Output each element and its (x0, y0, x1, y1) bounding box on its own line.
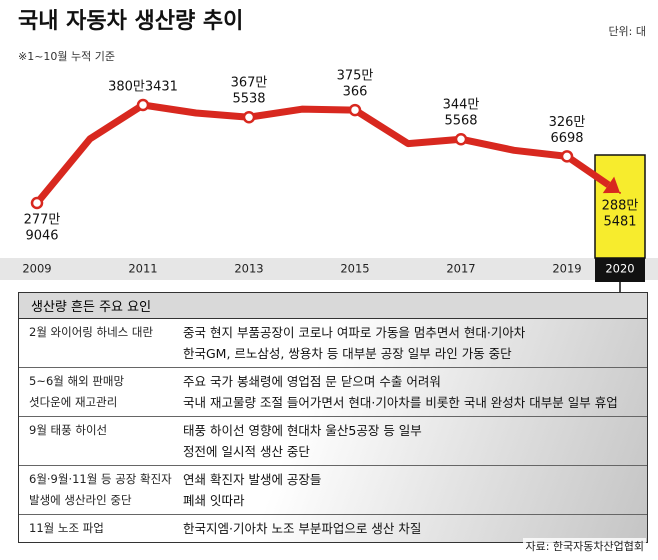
chart-title: 국내 자동차 생산량 추이 (18, 9, 243, 34)
x-tick-label: 2013 (234, 262, 263, 276)
source: 자료: 한국자동차산업협회 (523, 538, 646, 554)
effect-text: 태풍 하이선 영향에 현대차 울산5공장 등 일부 (183, 423, 422, 438)
effect-text: 한국GM, 르노삼성, 쌍용차 등 대부분 공장 일부 라인 가동 중단 (183, 346, 512, 361)
value-label: 5568 (444, 114, 477, 129)
cause-text: 6월·9월·11월 등 공장 확진자 (29, 472, 172, 486)
cause-text: 9월 태풍 하이선 (29, 423, 108, 437)
value-label: 344만 (443, 98, 480, 113)
table-row: 11월 노조 파업 한국지엠·기아차 노조 부분파업으로 생산 차질 (19, 515, 647, 542)
line (34, 101, 611, 206)
table-row: 5~6월 해외 판매망 셧다운에 재고관리 주요 국가 봉쇄령에 영업점 문 닫으며… (19, 368, 647, 417)
chart: 국내 자동차 생산량 추이 단위: 대 ※1~10월 누적 기준 277만904… (0, 9, 658, 292)
value-label: 366 (343, 85, 368, 100)
vertex (407, 142, 409, 145)
value-label: 9046 (25, 229, 58, 244)
cause-text: 2월 와이어링 하네스 대란 (29, 325, 154, 339)
x-tick-label: 2015 (340, 262, 369, 276)
x-tick-label: 2017 (446, 262, 475, 276)
value-label: 367만 (231, 76, 268, 91)
x-tick-label: 2009 (22, 262, 51, 276)
effect-text: 정전에 일시적 생산 중단 (183, 444, 310, 459)
vertex (513, 149, 515, 152)
highlight-box (594, 154, 646, 259)
note: ※1~10월 누적 기준 (18, 50, 115, 63)
table-title: 생산량 흔든 주요 요인 (19, 293, 647, 319)
factor-table: 생산량 흔든 주요 요인 2월 와이어링 하네스 대란 중국 현지 부품공장이 코… (18, 292, 648, 543)
effect-text: 국내 재고물량 조절 들어가면서 현대·기아차를 비롯한 국내 완성차 대부분 … (183, 395, 618, 410)
marker (30, 196, 44, 210)
cause-cell: 11월 노조 파업 (19, 518, 171, 539)
effect-text: 폐쇄 잇따라 (183, 493, 245, 508)
marker (136, 98, 150, 112)
effect-text: 주요 국가 봉쇄령에 영업점 문 닫으며 수출 어려워 (183, 374, 441, 389)
table-row: 2월 와이어링 하네스 대란 중국 현지 부품공장이 코로나 여파로 가동을 멈추… (19, 319, 647, 368)
x-tick-label: 2019 (552, 262, 581, 276)
x-axis-band (0, 258, 658, 280)
vertex (301, 108, 303, 111)
table-row: 6월·9월·11월 등 공장 확진자 발생에 생산라인 중단 연쇄 확진자 발생에 … (19, 466, 647, 515)
value-label: 6698 (550, 131, 583, 146)
x-tick-label: 2020 (605, 262, 634, 276)
cause-text: 5~6월 해외 판매망 (29, 374, 125, 388)
effect-text: 연쇄 확진자 발생에 공장들 (183, 472, 322, 487)
cause-text: 발생에 생산라인 중단 (29, 493, 132, 507)
value-label: 5481 (603, 214, 636, 229)
unit: 단위: 대 (608, 25, 646, 38)
cause-cell: 2월 와이어링 하네스 대란 (19, 322, 171, 364)
value-label: 288만 (602, 198, 639, 213)
marker (454, 132, 468, 146)
vertex (195, 111, 197, 114)
value-label: 375만 (337, 69, 374, 84)
cause-cell: 9월 태풍 하이선 (19, 420, 171, 462)
marker (348, 103, 362, 117)
value-label: 380만3431 (108, 80, 178, 95)
end-point (619, 191, 621, 194)
arrow-head (602, 176, 620, 194)
effect-cell: 한국지엠·기아차 노조 부분파업으로 생산 차질 (171, 518, 647, 539)
marker (242, 110, 256, 124)
value-label: 326만 (549, 115, 586, 130)
effect-text: 중국 현지 부품공장이 코로나 여파로 가동을 멈추면서 현대·기아차 (183, 325, 526, 340)
value-label: 277만 (24, 213, 61, 228)
cause-text: 셧다운에 재고관리 (29, 395, 118, 409)
cause-text: 11월 노조 파업 (29, 521, 104, 535)
x-tick-label: 2011 (128, 262, 157, 276)
vertex (89, 137, 91, 140)
highlight-tab (595, 258, 645, 282)
effect-text: 한국지엠·기아차 노조 부분파업으로 생산 차질 (183, 521, 422, 536)
marker (560, 150, 574, 163)
value-label: 5538 (232, 92, 265, 107)
